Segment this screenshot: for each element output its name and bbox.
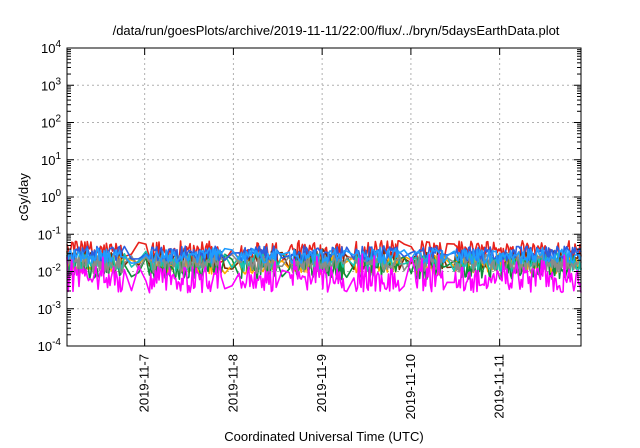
x-tick-label: 2019-11-10 bbox=[403, 354, 418, 420]
x-axis: 2019-11-7 2019-11-8 2019-11-9 2019-11-10 201… bbox=[137, 48, 507, 420]
x-tick-label: 2019-11-9 bbox=[314, 354, 329, 412]
x-tick-label: 2019-11-11 bbox=[492, 354, 507, 419]
grid bbox=[67, 48, 581, 346]
y-tick-label: 10-4 bbox=[38, 337, 62, 354]
y-tick-label: 100 bbox=[41, 188, 61, 205]
series-group bbox=[66, 239, 582, 294]
y-tick-label: 104 bbox=[41, 39, 61, 56]
series-line bbox=[66, 246, 582, 265]
y-tick-label: 10-1 bbox=[38, 225, 62, 242]
y-tick-label: 101 bbox=[41, 151, 61, 168]
y-tick-label: 102 bbox=[41, 114, 61, 131]
series-line bbox=[66, 253, 582, 294]
x-tick-label: 2019-11-7 bbox=[137, 354, 152, 412]
y-axis: 10-4 10-3 10-2 10-1 100 101 102 103 104 bbox=[38, 39, 581, 354]
y-axis-label: cGy/day bbox=[16, 173, 31, 221]
y-tick-label: 10-3 bbox=[38, 300, 62, 317]
x-axis-label: Coordinated Universal Time (UTC) bbox=[224, 429, 423, 444]
x-tick-label: 2019-11-8 bbox=[225, 354, 240, 412]
y-tick-label: 10-2 bbox=[38, 263, 62, 280]
chart-title: /data/run/goesPlots/archive/2019-11-11/2… bbox=[113, 23, 560, 38]
y-tick-label: 103 bbox=[41, 76, 61, 93]
